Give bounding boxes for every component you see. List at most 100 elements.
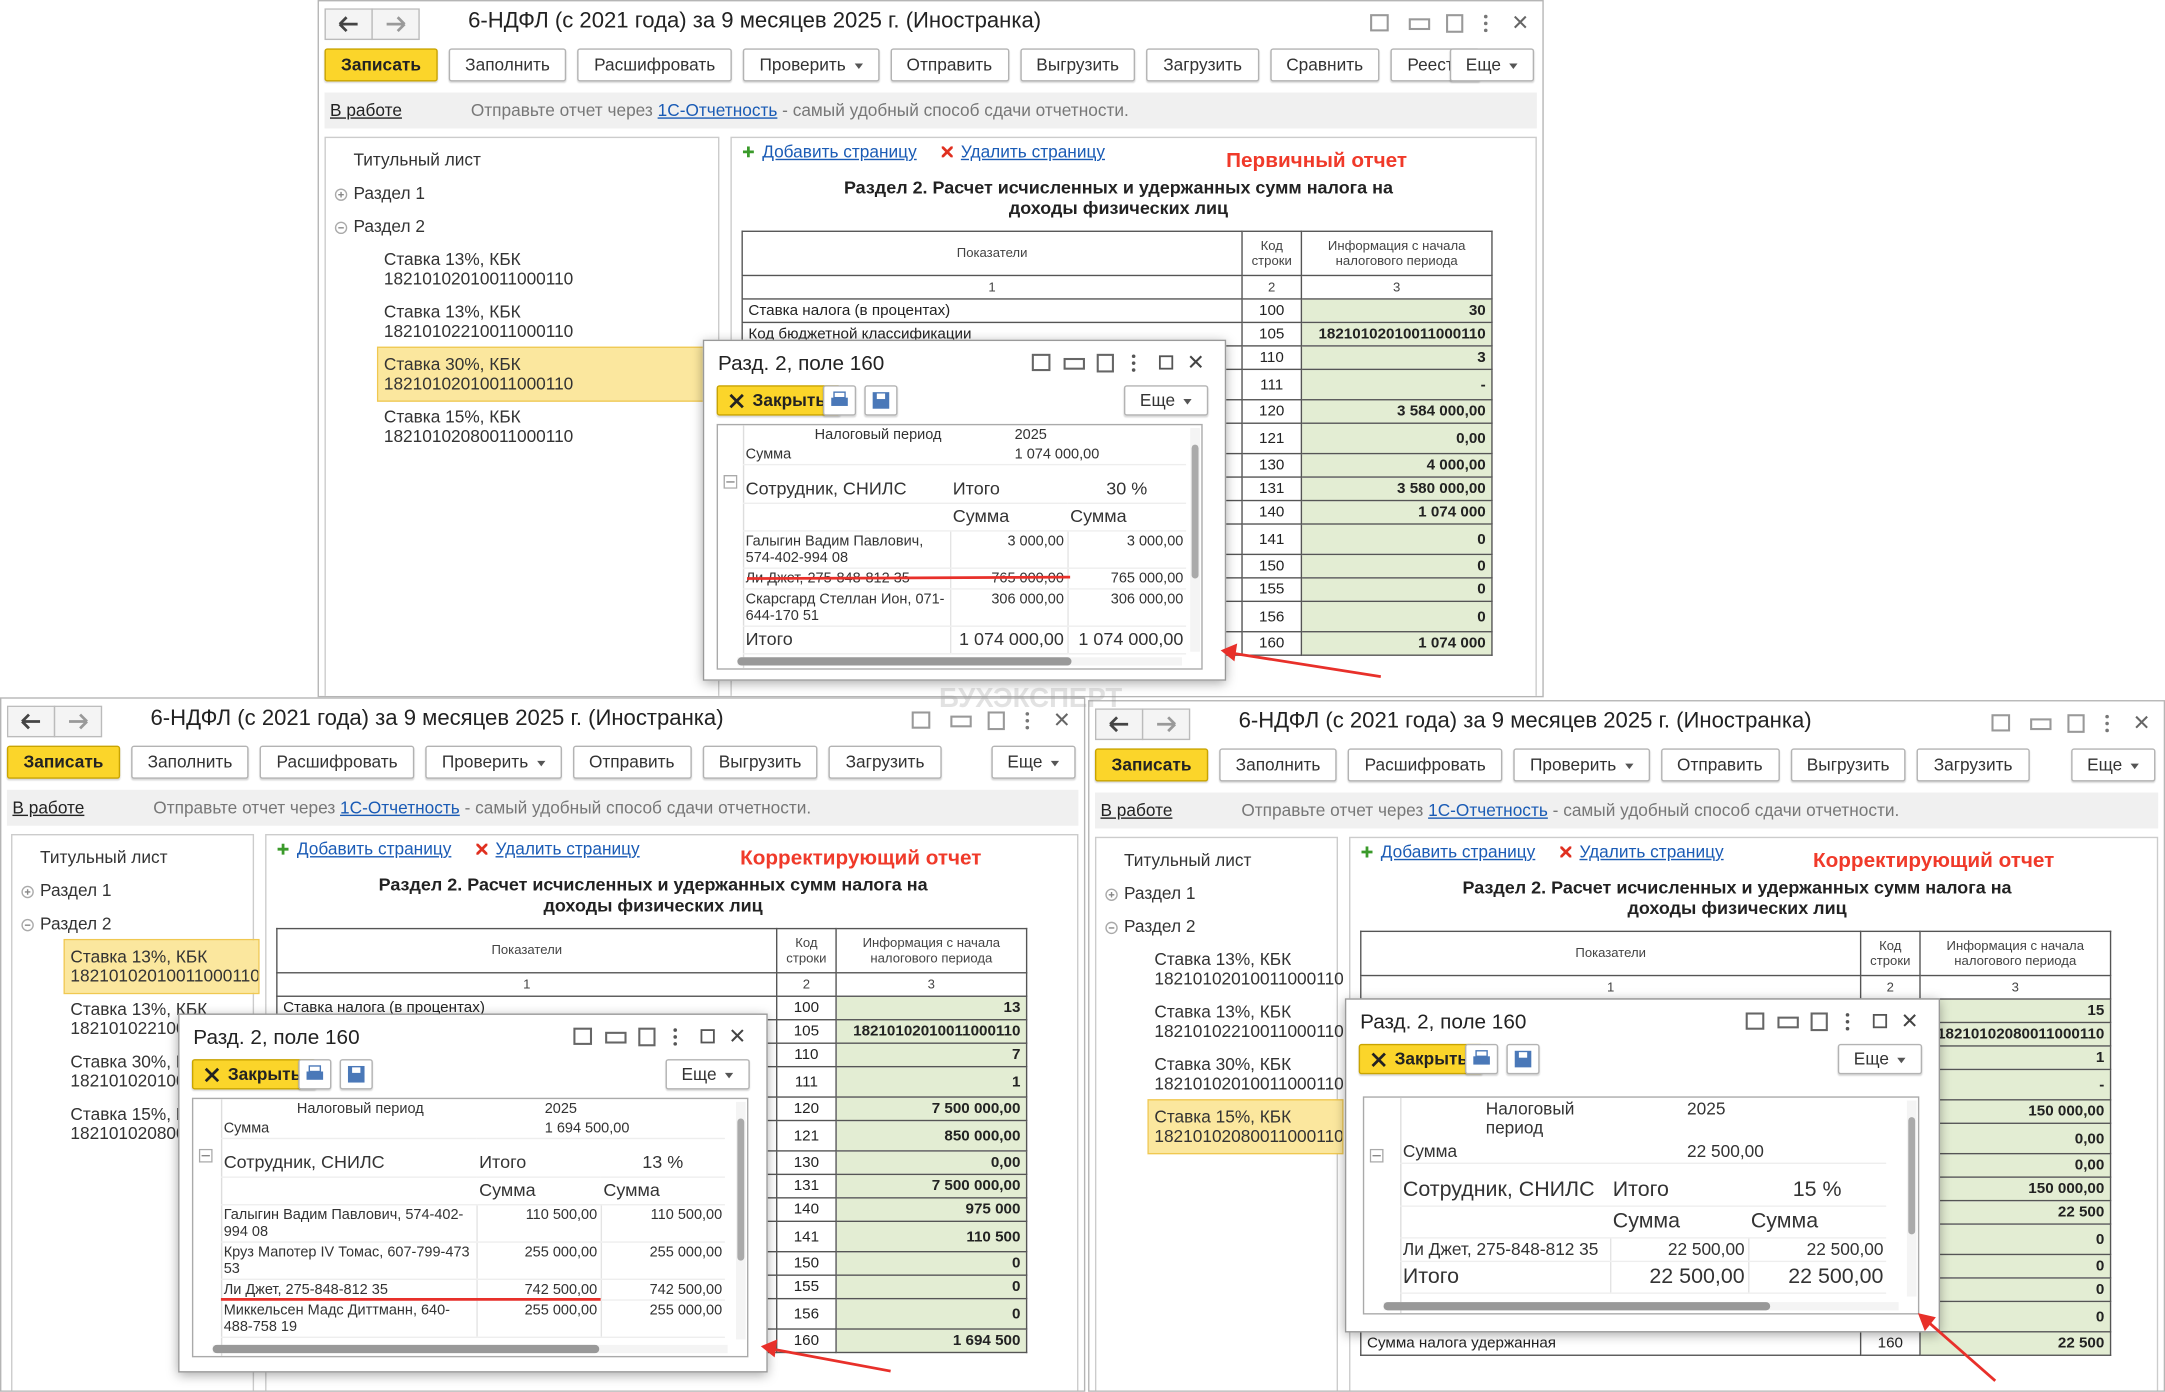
row-value[interactable]: 0 [1300,577,1493,603]
save-button[interactable] [339,1059,373,1090]
more-button[interactable]: Еще [990,745,1076,779]
row-value[interactable]: - [1300,368,1493,401]
row-value[interactable]: 18210102010011000110 [1300,321,1493,347]
nav-item[interactable]: Раздел 1 [12,874,117,907]
row-value[interactable]: 7 [835,1042,1028,1068]
toolbar-button[interactable]: Загрузить [1917,748,2030,782]
row-value[interactable]: 1 694 500 [835,1328,1028,1354]
nav-item[interactable]: Раздел 2 [1096,910,1201,943]
row-value[interactable]: 0,00 [1919,1152,2112,1178]
nav-item[interactable]: Ставка 13%, КБК 18210102210011000110 [1149,996,1343,1048]
nav-item[interactable]: Раздел 1 [326,177,431,210]
toolbar-button[interactable]: Проверить [425,745,562,779]
toolbar-button[interactable]: Записать [6,745,120,779]
row-value[interactable]: 0 [1919,1223,2112,1256]
print-button[interactable] [298,1059,332,1090]
toolbar-button[interactable]: Отправить [889,48,1009,82]
row-value[interactable]: 1 [835,1065,1028,1098]
employee-amount[interactable]: 3 000,00 [949,530,1068,569]
row-value[interactable]: 0,00 [1300,422,1493,455]
row-value[interactable]: 0 [835,1274,1028,1300]
add-page-link[interactable]: Добавить страницу [296,839,452,859]
add-page-link[interactable]: Добавить страницу [762,142,917,162]
toolbar-button[interactable]: Загрузить [1146,48,1259,82]
row-value[interactable]: 110 500 [835,1220,1028,1253]
row-value[interactable]: 975 000 [835,1197,1028,1223]
row-value[interactable]: 0,00 [835,1150,1028,1176]
notice-link[interactable]: 1С-Отчетность [340,798,460,818]
toolbar-button[interactable]: Отправить [572,745,692,779]
nav-item[interactable]: Ставка 13%, КБК 18210102210011000110 [378,295,718,347]
row-value[interactable]: 3 580 000,00 [1300,476,1493,502]
report-status[interactable]: В работе [12,798,85,818]
toolbar-button[interactable]: Загрузить [829,745,942,779]
row-value[interactable]: 1 074 000 [1300,499,1493,525]
row-value[interactable]: 0 [1919,1277,2112,1303]
nav-item[interactable]: Титульный лист [326,144,487,177]
row-value[interactable]: - [1919,1068,2112,1101]
row-value[interactable]: 0 [1300,523,1493,556]
toolbar-button[interactable]: Выгрузить [1790,748,1907,782]
nav-item[interactable]: Ставка 13%, КБК 18210102010011000110 [378,243,718,295]
employee-amount[interactable]: 110 500,00 [599,1204,725,1243]
save-button[interactable] [864,385,898,416]
delete-page-link[interactable]: Удалить страницу [495,839,640,859]
nav-item[interactable]: Титульный лист [12,841,173,874]
employee-amount[interactable]: 22 500,00 [1747,1237,1887,1263]
row-value[interactable]: 0 [1919,1253,2112,1279]
row-value[interactable]: 0 [835,1251,1028,1276]
popup-more[interactable]: Еще [1837,1043,1923,1075]
more-button[interactable]: Еще [2070,748,2156,782]
row-value[interactable]: 1 [1919,1045,2112,1071]
more-button[interactable]: Еще [1449,48,1535,82]
employee-amount[interactable]: 110 500,00 [475,1204,601,1243]
toolbar-button[interactable]: Заполнить [131,745,249,779]
toolbar-button[interactable]: Выгрузить [1019,48,1136,82]
row-value[interactable]: 0 [1300,553,1493,579]
employee-amount[interactable]: 306 000,00 [949,588,1068,627]
employee-amount[interactable]: 3 000,00 [1066,530,1187,569]
report-status[interactable]: В работе [330,100,402,121]
toolbar-button[interactable]: Расшифровать [1348,748,1503,782]
row-value[interactable]: 18210102010011000110 [835,1019,1028,1044]
nav-item[interactable]: Ставка 30%, КБК 18210102010011000110 [376,346,720,402]
employee-amount[interactable]: 765 000,00 [1066,567,1187,590]
employee-amount[interactable]: 742 500,00 [599,1279,725,1301]
nav-item[interactable]: Ставка 13%, КБК 18210102010011000110 [63,938,260,995]
nav-item[interactable]: Раздел 2 [326,210,431,243]
toolbar-button[interactable]: Сравнить [1269,48,1380,82]
nav-item[interactable]: Раздел 1 [1096,877,1201,910]
row-value[interactable]: 3 [1300,345,1493,371]
nav-item[interactable]: Ставка 30%, КБК 18210102010011000110 [1149,1048,1343,1100]
row-value[interactable]: 7 500 000,00 [835,1173,1028,1199]
notice-link[interactable]: 1С-Отчетность [1428,800,1548,821]
row-value[interactable]: 0 [835,1297,1028,1330]
toolbar-button[interactable]: Отправить [1660,748,1780,782]
nav-item[interactable]: Ставка 15%, КБК 18210102080011000110 [378,400,718,452]
toolbar-button[interactable]: Расшифровать [577,48,732,82]
toolbar-button[interactable]: Выгрузить [702,745,819,779]
delete-page-link[interactable]: Удалить страницу [1579,842,1724,862]
row-value[interactable]: 150 000,00 [1919,1099,2112,1124]
nav-item[interactable]: Ставка 13%, КБК 18210102010011000110 [1149,943,1343,995]
row-value[interactable]: 18210102080011000110 [1919,1021,2112,1047]
employee-amount[interactable]: 255 000,00 [475,1241,601,1280]
toolbar-button[interactable]: Заполнить [448,48,567,82]
row-value[interactable]: 1 074 000 [1300,631,1493,656]
notice-link[interactable]: 1С-Отчетность [657,100,778,121]
row-value[interactable]: 850 000,00 [835,1119,1028,1152]
row-value[interactable]: 3 584 000,00 [1300,399,1493,424]
toolbar-button[interactable]: Заполнить [1219,748,1337,782]
employee-amount[interactable]: 742 500,00 [475,1279,601,1301]
report-status[interactable]: В работе [1100,800,1173,821]
row-value[interactable]: 0,00 [1919,1122,2112,1155]
employee-amount[interactable]: 22 500,00 [1609,1237,1749,1263]
close-button[interactable]: Закрыть [191,1059,317,1090]
employee-amount[interactable]: 255 000,00 [599,1241,725,1280]
popup-more[interactable]: Еще [1123,385,1209,416]
toolbar-button[interactable]: Проверить [1513,748,1650,782]
add-page-link[interactable]: Добавить страницу [1380,842,1536,862]
print-button[interactable] [822,385,857,416]
toolbar-button[interactable]: Проверить [742,48,879,82]
close-button[interactable]: Закрыть [716,385,842,416]
